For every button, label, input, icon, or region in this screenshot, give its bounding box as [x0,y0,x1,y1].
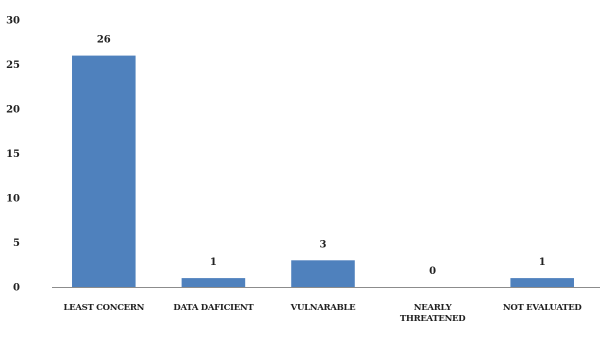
bar-value-label: 3 [320,239,327,250]
category-label: NEARLY [414,303,453,313]
category-labels: LEAST CONCERN DATA DAFICIENT VULNARABLE NEA… [64,303,583,324]
bar-value-label: 1 [539,257,546,268]
bar [72,55,136,287]
category-label: DATA DAFICIENT [173,303,254,313]
y-tick-label: 20 [6,105,20,116]
bar-value-label: 1 [210,257,217,268]
y-tick-label: 0 [13,283,20,294]
bar [291,260,355,287]
category-label: THREATENED [400,314,466,324]
category-label: VULNARABLE [290,303,356,313]
y-tick-label: 10 [6,194,20,205]
y-tick-label: 5 [13,238,20,249]
y-tick-label: 25 [6,60,20,71]
bars [72,55,574,287]
bar [510,278,574,287]
bar-value-label: 0 [429,266,436,277]
bar [181,278,246,287]
category-label: NOT EVALUATED [503,303,582,313]
category-label: LEAST CONCERN [64,303,145,313]
y-axis-ticks: 0 5 10 15 20 25 30 [6,16,20,294]
bar-value-label: 26 [97,35,111,46]
y-tick-label: 15 [6,149,20,160]
y-tick-label: 30 [6,16,20,27]
